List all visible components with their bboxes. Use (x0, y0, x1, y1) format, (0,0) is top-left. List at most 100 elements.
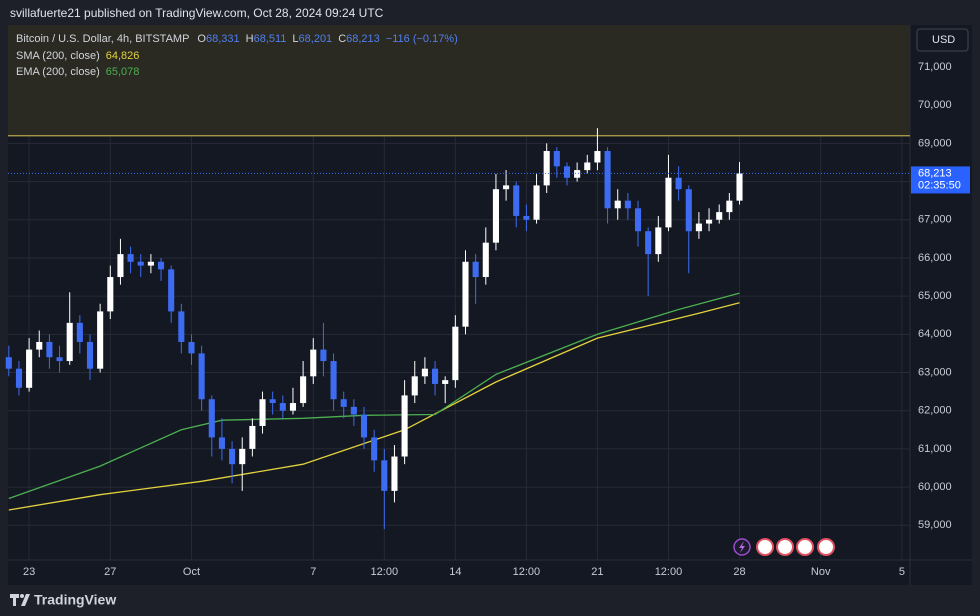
ohlc-letter: C (338, 33, 346, 45)
candle-body (56, 357, 63, 362)
y-tick-label: 69,000 (918, 137, 952, 149)
y-tick-label: 63,000 (918, 366, 952, 378)
candle-body (26, 349, 33, 388)
y-tick-label: 67,000 (918, 214, 952, 226)
candle-body (86, 341, 94, 369)
candle-body (432, 368, 439, 384)
candle-body (553, 151, 560, 167)
y-tick-label: 66,000 (918, 252, 952, 264)
ohlc-letter: L (292, 33, 298, 45)
legend-name: EMA (200, close) (16, 66, 100, 78)
candle-body (442, 380, 449, 384)
candle-body (229, 448, 236, 465)
candle-body (401, 395, 408, 457)
y-tick-label: 61,000 (918, 443, 952, 455)
legend-value: 65,078 (106, 66, 140, 78)
currency-box[interactable] (916, 28, 969, 52)
candle-body (137, 261, 144, 266)
price-tag-label: 68,213 (918, 167, 952, 179)
candle-body (289, 403, 297, 411)
candle-body (360, 414, 368, 438)
candle-body (381, 460, 388, 491)
candle-body (310, 349, 317, 377)
candle-body (695, 223, 702, 232)
candle-body (117, 254, 124, 278)
x-tick-label: 23 (23, 566, 35, 578)
event-icons[interactable] (733, 538, 835, 556)
x-tick-label: 12:00 (371, 566, 399, 578)
candle-body (371, 437, 378, 461)
legend-sma: SMA (200, close) 64,826 (16, 50, 139, 62)
ohlc-value: 68,511 (254, 33, 287, 45)
x-tick-label: Nov (811, 566, 831, 578)
candle-body (198, 353, 205, 400)
candle-body (543, 151, 550, 186)
x-tick-label: 21 (591, 566, 603, 578)
candle-body (208, 399, 215, 438)
x-tick-label: 28 (733, 566, 745, 578)
time-axis (8, 560, 972, 585)
x-tick-label: 27 (104, 566, 116, 578)
x-tick-label: 14 (449, 566, 461, 578)
price-tag (911, 166, 970, 194)
brand: TradingView (34, 592, 116, 608)
candle-body (584, 162, 591, 171)
candle-body (594, 151, 601, 163)
candle-body (706, 219, 713, 224)
candle-body (726, 200, 733, 213)
y-tick-label: 70,000 (918, 99, 952, 111)
ohlc-letter: H (246, 33, 254, 45)
x-tick-label: 12:00 (513, 566, 541, 578)
candle-body (320, 349, 327, 362)
candle-body (15, 368, 23, 388)
candle-body (168, 269, 175, 312)
y-tick-label: 59,000 (918, 519, 952, 531)
candle-body (472, 261, 479, 278)
candle-body (350, 406, 357, 415)
candle-body (46, 341, 53, 358)
candle-body (249, 425, 256, 449)
candle-body (614, 200, 621, 209)
candle-body (482, 242, 489, 278)
candle-body (127, 254, 134, 262)
legend-title: Bitcoin / U.S. Dollar, 4h, BITSTAMP (16, 33, 189, 45)
x-tick-label: 12:00 (655, 566, 683, 578)
ohlc-value: 68,331 (206, 33, 240, 45)
x-tick-label: 5 (899, 566, 905, 578)
y-tick-label: 71,000 (918, 61, 952, 73)
candle-body (66, 322, 73, 362)
candle-body (36, 341, 43, 350)
y-tick-label: 64,000 (918, 328, 952, 340)
candle-body (634, 208, 642, 232)
candle-body (503, 185, 510, 190)
candle-body (452, 326, 459, 381)
candle-body (330, 361, 337, 400)
candle-body (188, 341, 195, 354)
candle-body (340, 399, 347, 407)
currency: USD (932, 34, 955, 46)
candle-body (685, 189, 692, 232)
candle-body (563, 166, 571, 178)
candle-body (411, 376, 418, 396)
candle-body (421, 368, 428, 377)
candle-body (147, 261, 154, 266)
candle-body (716, 212, 723, 220)
candle-body (218, 437, 225, 449)
candle-body (523, 215, 530, 220)
candle-body (513, 185, 520, 216)
candle-body (5, 357, 12, 369)
y-tick-label: 60,000 (918, 481, 952, 493)
candle-body (655, 227, 662, 255)
candle-body (736, 173, 743, 201)
candle-body (279, 403, 286, 411)
ohlc-value: 68,201 (299, 33, 333, 45)
candle-body (604, 151, 611, 209)
candle-body (157, 261, 165, 270)
y-tick-label: 65,000 (918, 290, 952, 302)
candle-body (76, 322, 83, 342)
candle-body (624, 200, 631, 209)
candle-body (259, 399, 266, 426)
candle-body (97, 311, 104, 369)
ohlc-letter: O (197, 33, 206, 45)
